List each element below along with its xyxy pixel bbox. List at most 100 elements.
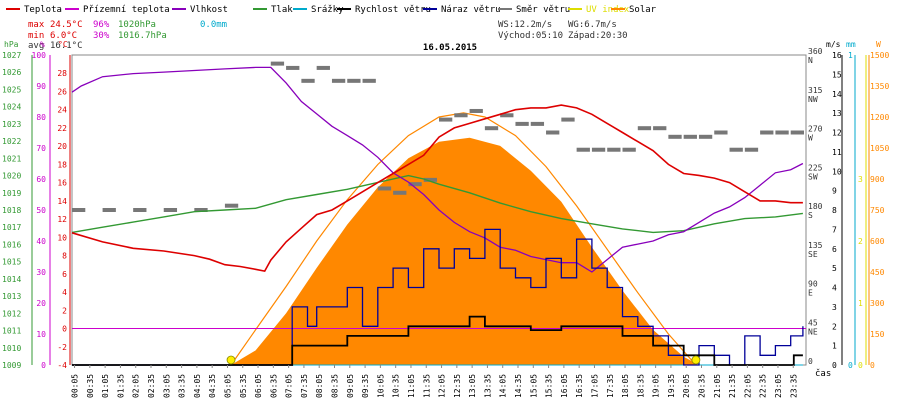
wind-direction-mark bbox=[439, 117, 453, 122]
temp-tick: 18 bbox=[57, 160, 67, 169]
x-tick-label: 17:05 bbox=[590, 374, 599, 398]
compass-tick: N bbox=[808, 56, 813, 65]
ms-tick: 7 bbox=[832, 225, 837, 234]
x-tick-label: 08:05 bbox=[315, 374, 324, 398]
x-tick-label: 14:05 bbox=[499, 374, 508, 398]
wind-direction-mark bbox=[301, 78, 315, 83]
solar-tick: 1050 bbox=[870, 144, 889, 153]
humidity-line bbox=[71, 66, 804, 273]
stat-max-hum: 96% bbox=[93, 20, 110, 30]
temp-tick: 10 bbox=[57, 233, 67, 242]
solar-area bbox=[231, 137, 699, 365]
legend-label: Teplota bbox=[24, 5, 62, 15]
x-tick-label: 07:05 bbox=[285, 374, 294, 398]
x-tick-label: 08:35 bbox=[331, 374, 340, 398]
ms-tick: 9 bbox=[832, 187, 837, 196]
wind-direction-mark bbox=[760, 130, 774, 135]
uv-tick: 2 bbox=[858, 237, 863, 246]
wind-direction-mark bbox=[668, 134, 682, 139]
x-tick-label: 05:35 bbox=[239, 374, 248, 398]
solar-tick: 600 bbox=[870, 237, 885, 246]
x-tick-label: 09:05 bbox=[346, 374, 355, 398]
stat-min-press: 1016.7hPa bbox=[118, 31, 167, 41]
stats-block: max 24.5°C 96% 1020hPa 0.0mm min 6.0°C 3… bbox=[28, 20, 628, 51]
compass-tick: E bbox=[808, 289, 813, 298]
x-tick-label: 15:35 bbox=[545, 374, 554, 398]
legend-label: Náraz větru bbox=[441, 5, 501, 15]
x-tick-label: 10:35 bbox=[392, 374, 401, 398]
legend-label: Přízemní teplota bbox=[83, 5, 170, 15]
wind-direction-mark bbox=[484, 126, 499, 131]
chart-title: 16.05.2015 bbox=[423, 43, 477, 53]
x-tick-label: 11:05 bbox=[407, 374, 416, 398]
x-tick-label: 04:05 bbox=[193, 374, 202, 398]
hpa-tick: 1016 bbox=[2, 240, 21, 249]
hpa-tick: 1012 bbox=[2, 309, 21, 318]
wind-direction-mark bbox=[591, 147, 606, 152]
hpa-tick: 1019 bbox=[2, 189, 21, 198]
legend-label: Vlhkost bbox=[190, 5, 228, 15]
uv-tick: 1 bbox=[858, 299, 863, 308]
x-tick-label: 23:35 bbox=[789, 374, 798, 398]
x-tick-label: 22:05 bbox=[743, 374, 752, 398]
stat-min-temp: 6.0°C bbox=[50, 31, 77, 41]
legend-label: Směr větru bbox=[516, 5, 570, 15]
ms-tick: 15 bbox=[832, 70, 842, 79]
wind-direction-mark bbox=[714, 130, 728, 135]
temp-tick: 8 bbox=[62, 252, 67, 261]
direction-tick: 90 bbox=[808, 280, 818, 289]
hpa-unit: hPa bbox=[4, 40, 19, 49]
hpa-tick: 1020 bbox=[2, 172, 21, 181]
wind-direction-mark bbox=[530, 121, 545, 126]
x-tick-label: 17:35 bbox=[606, 374, 615, 398]
pct-tick: 90 bbox=[36, 82, 46, 91]
legend-label: Rychlost větru bbox=[355, 5, 431, 15]
temp-tick: 2 bbox=[62, 306, 67, 315]
temp-tick: 20 bbox=[57, 142, 67, 151]
x-tick-label: 07:35 bbox=[300, 374, 309, 398]
solar-max-line bbox=[230, 112, 697, 366]
ms-tick: 4 bbox=[832, 284, 837, 293]
wind-direction-mark bbox=[637, 126, 652, 131]
wind-direction-mark bbox=[775, 130, 789, 135]
x-tick-label: 20:05 bbox=[682, 374, 691, 398]
legend-label: Srážky bbox=[311, 5, 344, 15]
solar-tick: 1350 bbox=[870, 82, 889, 91]
x-tick-label: 13:35 bbox=[483, 374, 492, 398]
stat-avg-temp: 16.1°C bbox=[50, 41, 83, 51]
x-tick-label: 21:05 bbox=[713, 374, 722, 398]
hpa-tick: 1022 bbox=[2, 137, 21, 146]
wind-direction-mark bbox=[698, 134, 713, 139]
wind-direction-mark bbox=[286, 65, 300, 70]
wind-direction-mark bbox=[729, 147, 743, 152]
ms-tick: 12 bbox=[832, 129, 842, 138]
ms-tick: 14 bbox=[832, 90, 842, 99]
hpa-tick: 1017 bbox=[2, 223, 21, 232]
wind-speed-line bbox=[72, 315, 803, 366]
wind-direction-mark bbox=[469, 108, 483, 113]
x-tick-label: 03:35 bbox=[178, 374, 187, 398]
axis-unit-headers: hPa % °C m/s mm W bbox=[4, 40, 881, 49]
stat-min-label: min bbox=[28, 31, 44, 41]
compass-tick: W bbox=[808, 134, 813, 143]
mm-tick: 1 bbox=[848, 51, 853, 60]
wind-direction-mark bbox=[316, 65, 330, 70]
wind-direction-mark bbox=[500, 113, 514, 118]
wind-direction-mark bbox=[607, 147, 621, 152]
direction-tick: 0 bbox=[808, 357, 813, 366]
wind-direction-mark bbox=[224, 203, 239, 208]
temp-tick: 16 bbox=[57, 179, 67, 188]
x-tick-label: 18:05 bbox=[621, 374, 630, 398]
x-tick-label: 22:35 bbox=[759, 374, 768, 398]
mm-unit: mm bbox=[846, 40, 856, 49]
direction-tick: 270 bbox=[808, 125, 823, 134]
direction-tick: 45 bbox=[808, 318, 818, 327]
hpa-tick: 1025 bbox=[2, 85, 21, 94]
direction-tick: 135 bbox=[808, 241, 823, 250]
hpa-tick: 1026 bbox=[2, 68, 21, 77]
temp-tick: -2 bbox=[57, 343, 67, 352]
temp-unit: °C bbox=[58, 40, 68, 49]
legend-label: Solar bbox=[629, 5, 657, 15]
pct-tick: 0 bbox=[41, 361, 46, 370]
